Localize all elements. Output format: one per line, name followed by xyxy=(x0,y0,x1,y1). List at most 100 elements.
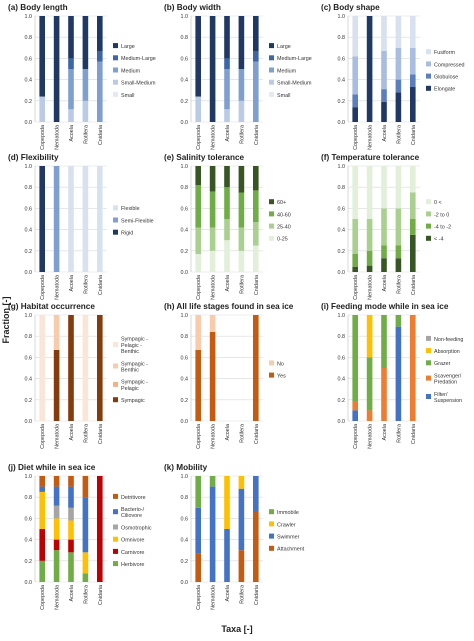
legend-swatch xyxy=(426,375,431,381)
legend-label-line: Scavenger/ xyxy=(434,373,462,379)
y-tick-label: 0.2 xyxy=(181,249,189,255)
bar-segment xyxy=(410,87,416,122)
bar-segment xyxy=(366,219,373,251)
legend-label-line: Immobile xyxy=(277,510,299,516)
x-tick-label: Acoela xyxy=(69,585,75,601)
bar-segment xyxy=(68,520,74,540)
legend-label: -4 to -2 xyxy=(434,225,451,231)
y-tick-label: 0.6 xyxy=(338,206,346,212)
y-tick-label: 0.6 xyxy=(181,206,189,212)
bar-segment xyxy=(238,192,245,228)
bar-segment xyxy=(253,245,259,272)
legend-label-line: Small xyxy=(121,93,134,99)
bar-segment xyxy=(39,486,45,492)
y-tick-label: 1.0 xyxy=(25,14,33,20)
legend-label-line: Large xyxy=(277,44,291,50)
bar-segment xyxy=(97,50,103,62)
legend-label: Carnivore xyxy=(121,550,144,556)
bar-segment xyxy=(53,349,60,421)
bar-segment xyxy=(195,507,201,554)
bar-segment xyxy=(381,166,387,209)
legend-swatch xyxy=(113,397,118,403)
bar-segment xyxy=(53,505,60,519)
chart-panel: (f) Temperature tolerance 0.0 0.2 0.4 0.6 0.8… xyxy=(321,153,451,300)
bar-segment xyxy=(97,166,103,272)
x-tick-label: Rotifera xyxy=(396,275,402,294)
x-tick-label: Acoela xyxy=(69,275,75,291)
y-tick-label: 0.8 xyxy=(181,185,189,191)
legend-label: Medium-Large xyxy=(121,56,156,62)
bar-segment xyxy=(253,222,259,246)
legend-label-line: Pelagic - xyxy=(121,343,142,349)
y-tick-label: 1.0 xyxy=(181,474,189,480)
bar-segment xyxy=(39,16,45,97)
y-tick-label: 0.4 xyxy=(338,78,346,84)
bar-segment xyxy=(395,16,402,48)
legend-swatch xyxy=(113,381,118,387)
bar-segment xyxy=(209,476,216,487)
bar-segment xyxy=(68,69,74,110)
bar-segment xyxy=(238,69,245,101)
legend-swatch xyxy=(113,536,118,542)
legend-label-line: -4 to -2 xyxy=(434,225,451,231)
legend-swatch xyxy=(113,79,118,85)
bar-segment xyxy=(53,315,60,350)
chart-panel: (c) Body shape 0.0 0.2 0.4 0.6 0.8 1.0 Copepoda… xyxy=(321,3,465,150)
bar-segment xyxy=(68,552,74,582)
legend-swatch xyxy=(113,55,118,61)
bar-segment xyxy=(195,166,201,186)
legend-label: Non-feeding xyxy=(434,337,463,343)
bar-segment xyxy=(253,476,259,511)
x-tick-label: Acoela xyxy=(225,125,231,141)
y-tick-label: 1.0 xyxy=(338,313,346,319)
x-tick-label: Nematoda xyxy=(211,585,217,610)
bar-segment xyxy=(68,539,74,553)
panel-title: (f) Temperature tolerance xyxy=(321,153,420,162)
legend-label-line: 40-60 xyxy=(277,212,291,218)
bar-segment xyxy=(53,486,60,506)
legend-label: Small xyxy=(277,93,290,99)
bar-segment xyxy=(195,349,201,421)
legend-label-line: Carnivore xyxy=(121,550,144,556)
legend-swatch xyxy=(269,55,274,61)
legend-label-line: Non-feeding xyxy=(434,337,463,343)
bar-segment xyxy=(39,166,45,272)
y-tick-label: 0.8 xyxy=(25,334,33,340)
bar-segment xyxy=(366,357,373,411)
legend-swatch xyxy=(426,360,431,366)
x-tick-label: Cnidaria xyxy=(254,125,260,145)
chart-panel: (k) Mobility 0.0 0.2 0.4 0.6 0.8 1.0 Copepoda Ne… xyxy=(164,463,305,610)
y-tick-label: 0.4 xyxy=(181,538,189,544)
legend-label: Fusiform xyxy=(434,50,455,56)
legend-swatch xyxy=(426,394,431,399)
x-tick-label: Rotifera xyxy=(83,125,89,144)
bar-segment xyxy=(82,166,89,272)
bar-segment xyxy=(352,315,358,402)
legend-label-line: Absorption xyxy=(434,349,460,355)
bar-segment xyxy=(238,250,245,272)
legend-label: Large xyxy=(277,44,291,50)
panel-title: (g) Habitat occurrence xyxy=(8,302,95,311)
bar-segment xyxy=(68,58,74,69)
legend-label-line: Osmotrophic xyxy=(121,525,152,531)
x-tick-label: Acoela xyxy=(225,424,231,440)
legend-label: 40-60 xyxy=(277,212,291,218)
legend-swatch xyxy=(426,49,431,55)
y-tick-label: 0.2 xyxy=(338,398,346,404)
x-tick-label: Rotifera xyxy=(83,424,89,443)
y-tick-label: 0.6 xyxy=(25,206,33,212)
legend-label-line: Medium-Large xyxy=(121,56,156,62)
bar-segment xyxy=(395,208,402,246)
bar-segment xyxy=(82,315,89,421)
legend-label: Crawler xyxy=(277,522,296,528)
bar-segment xyxy=(97,16,103,51)
x-tick-label: Cnidaria xyxy=(98,424,104,444)
bar-segment xyxy=(352,56,358,95)
x-tick-label: Nematoda xyxy=(55,275,61,300)
legend-label-line: < -4 xyxy=(434,237,443,243)
y-tick-label: 0.2 xyxy=(25,99,33,105)
bar-segment xyxy=(352,410,358,421)
y-tick-label: 0.8 xyxy=(25,35,33,41)
legend-label-line: Medium xyxy=(277,68,297,74)
